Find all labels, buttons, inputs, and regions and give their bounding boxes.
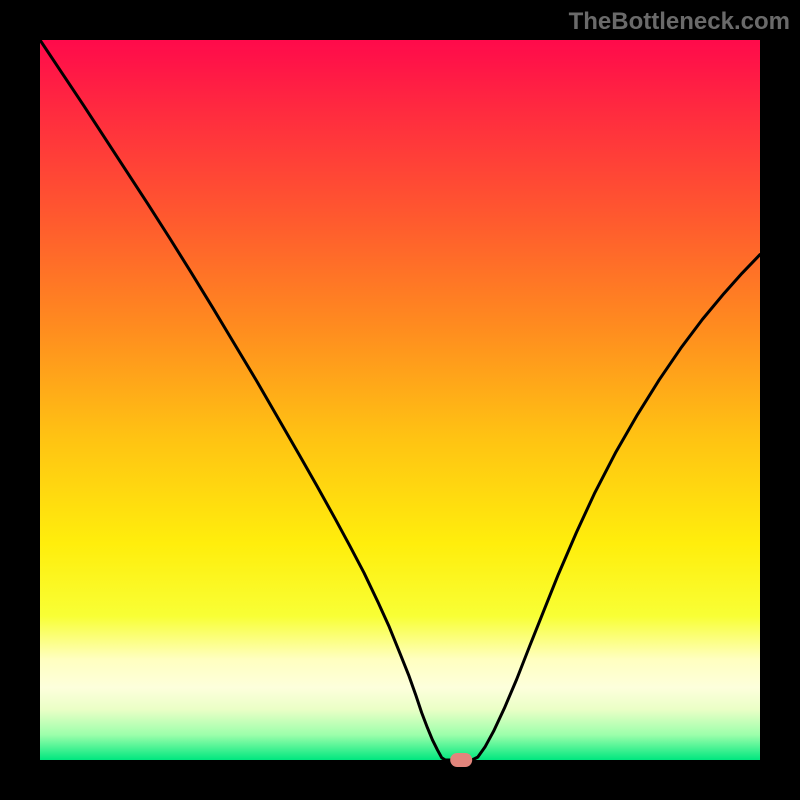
chart-svg (0, 0, 800, 800)
watermark-text: TheBottleneck.com (569, 8, 790, 36)
chart-container: TheBottleneck.com (0, 0, 800, 800)
optimal-marker (450, 753, 472, 767)
